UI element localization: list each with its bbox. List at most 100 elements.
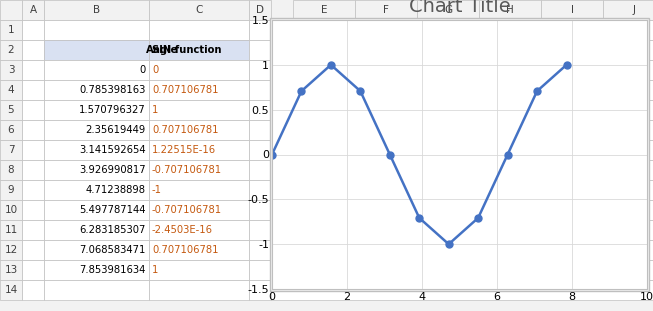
Bar: [44, 180, 149, 200]
Bar: [44, 280, 149, 300]
Text: 0.707106781: 0.707106781: [152, 85, 219, 95]
Text: 3.141592654: 3.141592654: [80, 145, 146, 155]
Text: D: D: [256, 5, 264, 15]
Bar: [271, 240, 653, 260]
Bar: [271, 20, 653, 40]
Text: 9: 9: [8, 185, 14, 195]
Bar: [271, 80, 653, 100]
Bar: [149, 100, 249, 120]
Text: -1: -1: [152, 185, 162, 195]
Bar: [271, 100, 653, 120]
Bar: [271, 40, 653, 60]
Bar: [44, 120, 149, 140]
Bar: [249, 40, 271, 60]
Bar: [0, 220, 22, 240]
Bar: [149, 160, 249, 180]
Bar: [22, 280, 44, 300]
Bar: [0, 260, 22, 280]
Text: 12: 12: [5, 245, 18, 255]
Bar: [249, 80, 271, 100]
Bar: [0, 200, 22, 220]
Bar: [149, 20, 249, 40]
Text: SIN function: SIN function: [152, 45, 221, 55]
Text: 6.283185307: 6.283185307: [80, 225, 146, 235]
Bar: [149, 280, 249, 300]
Bar: [44, 0, 149, 20]
Text: 10: 10: [5, 205, 18, 215]
Text: -0.707106781: -0.707106781: [152, 205, 222, 215]
Bar: [0, 180, 22, 200]
Bar: [149, 240, 249, 260]
Text: 0: 0: [140, 65, 146, 75]
Text: 0.707106781: 0.707106781: [152, 245, 219, 255]
Bar: [44, 60, 149, 80]
Text: A: A: [29, 5, 37, 15]
Text: 0.707106781: 0.707106781: [152, 125, 219, 135]
Text: 1.22515E-16: 1.22515E-16: [152, 145, 216, 155]
Bar: [44, 160, 149, 180]
Bar: [0, 60, 22, 80]
Bar: [0, 80, 22, 100]
Bar: [22, 100, 44, 120]
Text: 1: 1: [152, 105, 159, 115]
Text: 4.71238898: 4.71238898: [86, 185, 146, 195]
Text: -0.707106781: -0.707106781: [152, 165, 222, 175]
Bar: [44, 80, 149, 100]
Bar: [22, 140, 44, 160]
Text: 14: 14: [5, 285, 18, 295]
Bar: [149, 220, 249, 240]
Bar: [22, 240, 44, 260]
Bar: [149, 80, 249, 100]
Bar: [0, 160, 22, 180]
Text: B: B: [93, 5, 100, 15]
Bar: [0, 120, 22, 140]
Title: Chart Title: Chart Title: [409, 0, 511, 16]
Bar: [22, 60, 44, 80]
Bar: [271, 280, 653, 300]
Text: 3: 3: [8, 65, 14, 75]
Bar: [271, 60, 653, 80]
Text: 1: 1: [8, 25, 14, 35]
Bar: [249, 100, 271, 120]
Bar: [0, 100, 22, 120]
Bar: [22, 120, 44, 140]
Bar: [0, 20, 22, 40]
Bar: [44, 20, 149, 40]
Bar: [44, 220, 149, 240]
Bar: [249, 60, 271, 80]
Text: I: I: [571, 5, 573, 15]
Bar: [249, 20, 271, 40]
Text: 8: 8: [8, 165, 14, 175]
Bar: [249, 260, 271, 280]
Text: -2.4503E-16: -2.4503E-16: [152, 225, 213, 235]
Bar: [149, 120, 249, 140]
Bar: [44, 100, 149, 120]
Bar: [149, 60, 249, 80]
Bar: [271, 160, 653, 180]
Bar: [271, 260, 653, 280]
Bar: [270, 18, 649, 291]
Bar: [44, 260, 149, 280]
Bar: [149, 260, 249, 280]
Bar: [249, 200, 271, 220]
Bar: [44, 240, 149, 260]
Bar: [149, 180, 249, 200]
Bar: [44, 40, 149, 60]
Bar: [22, 260, 44, 280]
Bar: [603, 0, 653, 20]
Bar: [149, 0, 249, 20]
Text: 0.785398163: 0.785398163: [80, 85, 146, 95]
Bar: [0, 240, 22, 260]
Text: 4: 4: [8, 85, 14, 95]
Bar: [541, 0, 603, 20]
Bar: [22, 160, 44, 180]
Text: 5.497787144: 5.497787144: [80, 205, 146, 215]
Text: 1: 1: [152, 265, 159, 275]
Text: 11: 11: [5, 225, 18, 235]
Bar: [149, 200, 249, 220]
Bar: [271, 180, 653, 200]
Text: F: F: [383, 5, 389, 15]
Bar: [249, 240, 271, 260]
Bar: [0, 40, 22, 60]
Bar: [22, 180, 44, 200]
